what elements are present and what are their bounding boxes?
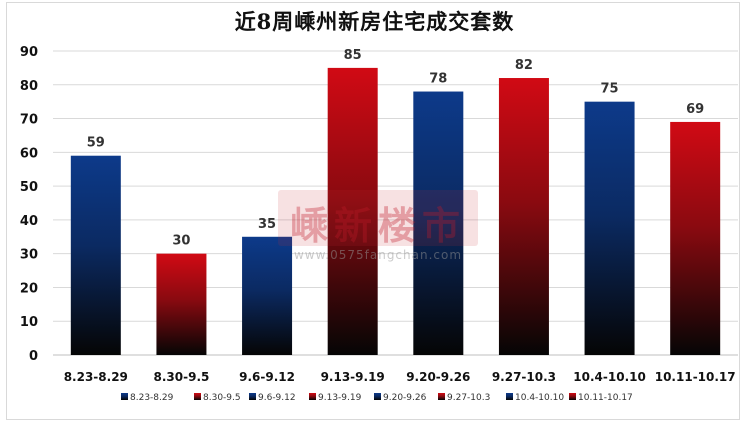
x-axis-ticks: 8.23-8.29 8.30-9.5 9.6-9.12 9.13-9.19 9.20-9… — [64, 370, 736, 384]
y-tick-label: 50 — [20, 180, 38, 195]
data-label: 82 — [515, 58, 533, 73]
y-tick-label: 0 — [29, 349, 38, 364]
y-tick-label: 60 — [20, 146, 38, 161]
legend-entry: 8.23-8.29 — [130, 393, 174, 403]
y-tick-label: 90 — [20, 45, 38, 60]
legend-swatch — [309, 393, 316, 400]
chart-title: 近8周嵊州新房住宅成交套数 — [234, 9, 515, 34]
legend-swatch — [121, 393, 128, 400]
x-tick-label: 10.4-10.10 — [573, 370, 646, 384]
x-tick-label: 9.6-9.12 — [239, 370, 295, 384]
data-label: 69 — [686, 102, 704, 117]
bar-8.30-9.5 — [156, 253, 207, 355]
x-tick-label: 9.20-9.26 — [406, 370, 470, 384]
x-tick-label: 8.30-9.5 — [154, 370, 210, 384]
gridlines — [53, 50, 738, 356]
y-tick-label: 80 — [20, 79, 38, 94]
bar-9.13-9.19 — [327, 67, 378, 355]
y-tick-label: 40 — [20, 214, 38, 229]
legend-entry: 10.11-10.17 — [578, 393, 633, 403]
legend-swatch — [249, 393, 256, 400]
x-tick-label: 9.13-9.19 — [321, 370, 385, 384]
bar-10.11-10.17 — [670, 121, 721, 355]
legend-entry: 9.27-10.3 — [447, 393, 490, 403]
x-tick-label: 10.11-10.17 — [655, 370, 736, 384]
legend-swatch — [194, 393, 201, 400]
data-label: 59 — [87, 136, 105, 151]
x-tick-label: 8.23-8.29 — [64, 370, 128, 384]
bar-8.23-8.29 — [70, 155, 121, 355]
y-tick-label: 20 — [20, 281, 38, 296]
legend-swatch — [506, 393, 513, 400]
legend-entry: 9.20-9.26 — [383, 393, 427, 403]
legend: 8.23-8.29 8.30-9.5 9.6-9.12 9.13-9.19 9.20-9… — [121, 393, 633, 403]
legend-entry: 9.6-9.12 — [258, 393, 296, 403]
data-label: 75 — [601, 82, 619, 97]
legend-entry: 10.4-10.10 — [515, 393, 564, 403]
x-tick-label: 9.27-10.3 — [492, 370, 556, 384]
legend-swatch — [569, 393, 576, 400]
bar-9.27-10.3 — [498, 78, 549, 356]
bar-9.6-9.12 — [242, 236, 293, 355]
legend-swatch — [438, 393, 445, 400]
bar-10.4-10.10 — [584, 101, 635, 356]
data-label: 35 — [258, 217, 276, 232]
y-tick-label: 30 — [20, 248, 38, 263]
y-tick-label: 70 — [20, 113, 38, 128]
bars — [70, 67, 721, 356]
data-labels: 59 30 35 85 78 82 75 69 — [87, 48, 704, 249]
legend-entry: 9.13-9.19 — [318, 393, 362, 403]
bar-9.20-9.26 — [413, 91, 464, 356]
data-label: 78 — [429, 72, 447, 87]
legend-swatch — [374, 393, 381, 400]
data-label: 85 — [344, 48, 362, 63]
y-axis-ticks: 0 10 20 30 40 50 60 70 80 90 — [20, 45, 38, 364]
legend-entry: 8.30-9.5 — [203, 393, 241, 403]
data-label: 30 — [172, 234, 190, 249]
y-tick-label: 10 — [20, 315, 38, 330]
